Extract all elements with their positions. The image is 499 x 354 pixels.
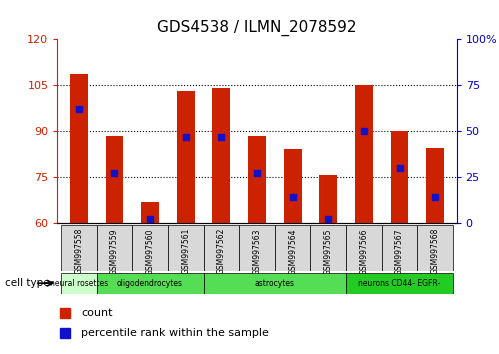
Bar <box>391 131 409 223</box>
Text: GSM997562: GSM997562 <box>217 228 226 274</box>
Bar <box>177 91 195 223</box>
Text: GSM997564: GSM997564 <box>288 228 297 274</box>
Text: GSM997560: GSM997560 <box>146 228 155 274</box>
Text: GSM997558: GSM997558 <box>74 228 83 274</box>
Text: GSM997563: GSM997563 <box>252 228 261 274</box>
Bar <box>105 136 123 223</box>
FancyBboxPatch shape <box>61 225 97 271</box>
FancyBboxPatch shape <box>97 273 204 294</box>
Bar <box>213 88 230 223</box>
Text: neural rosettes: neural rosettes <box>49 279 108 288</box>
Bar <box>319 176 337 223</box>
Text: GSM997565: GSM997565 <box>324 228 333 274</box>
FancyBboxPatch shape <box>204 273 346 294</box>
FancyBboxPatch shape <box>239 225 275 271</box>
FancyBboxPatch shape <box>275 225 310 271</box>
FancyBboxPatch shape <box>97 225 132 271</box>
FancyBboxPatch shape <box>132 225 168 271</box>
Text: oligodendrocytes: oligodendrocytes <box>117 279 183 288</box>
Bar <box>355 85 373 223</box>
FancyBboxPatch shape <box>61 273 97 294</box>
Text: cell type: cell type <box>5 278 49 288</box>
Text: neurons CD44- EGFR-: neurons CD44- EGFR- <box>358 279 441 288</box>
Title: GDS4538 / ILMN_2078592: GDS4538 / ILMN_2078592 <box>157 20 357 36</box>
FancyBboxPatch shape <box>346 225 382 271</box>
Text: GSM997567: GSM997567 <box>395 228 404 274</box>
Bar <box>426 148 444 223</box>
FancyBboxPatch shape <box>417 225 453 271</box>
FancyBboxPatch shape <box>310 225 346 271</box>
FancyBboxPatch shape <box>168 225 204 271</box>
Bar <box>70 74 88 223</box>
Text: GSM997559: GSM997559 <box>110 228 119 274</box>
Bar <box>141 201 159 223</box>
Text: astrocytes: astrocytes <box>255 279 295 288</box>
Text: GSM997566: GSM997566 <box>359 228 368 274</box>
Text: GSM997561: GSM997561 <box>181 228 190 274</box>
Bar <box>284 149 301 223</box>
FancyBboxPatch shape <box>204 225 239 271</box>
Text: GSM997568: GSM997568 <box>431 228 440 274</box>
Text: percentile rank within the sample: percentile rank within the sample <box>81 328 269 338</box>
FancyBboxPatch shape <box>382 225 417 271</box>
FancyBboxPatch shape <box>346 273 453 294</box>
Bar <box>248 136 266 223</box>
Text: count: count <box>81 308 113 318</box>
